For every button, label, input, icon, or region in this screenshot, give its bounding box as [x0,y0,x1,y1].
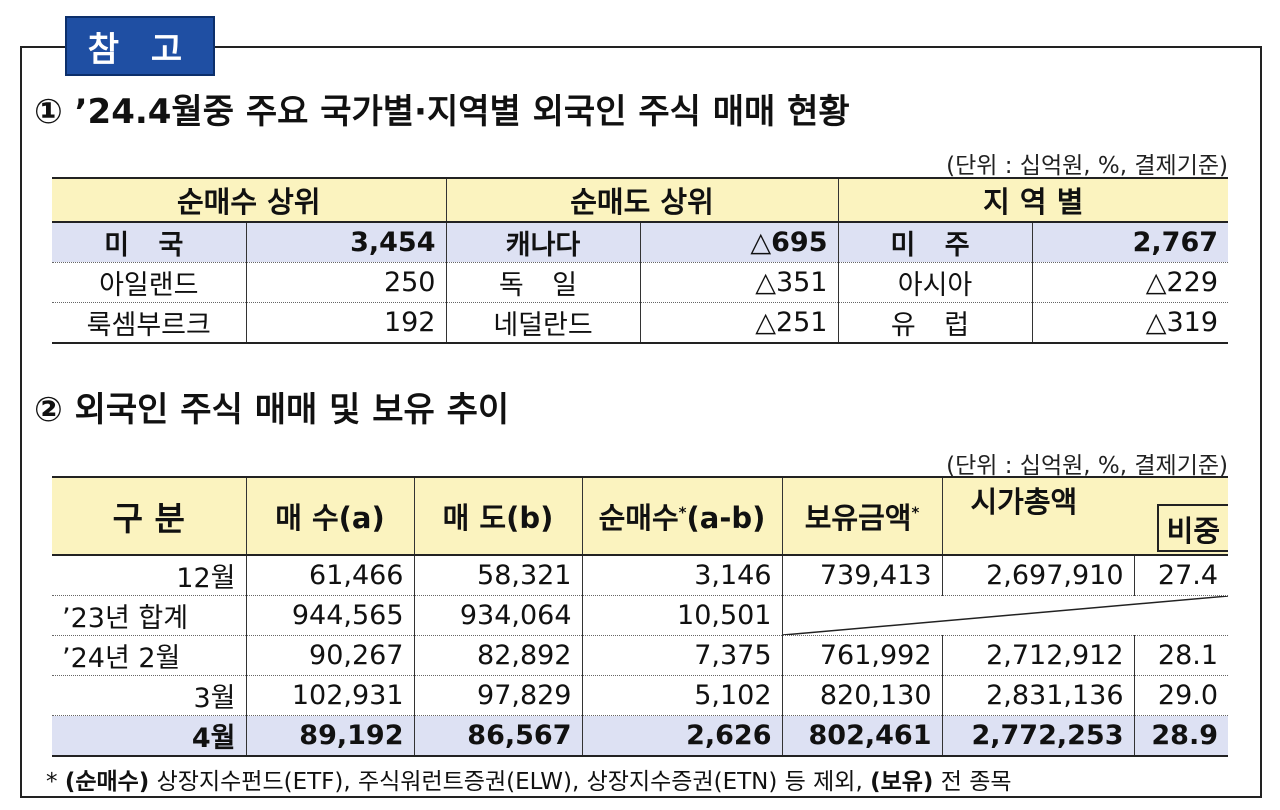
ratio-cell: 27.4 [1133,554,1229,596]
region-value: △319 [1031,302,1229,344]
buy-cell: 90,267 [245,635,415,676]
footnote-holding-label: (보유) [870,769,934,795]
holding-cell: 739,413 [781,554,943,596]
row-label: ’23년 합계 [52,595,247,636]
header-net-buy: 순매수*(a-b) [581,476,783,556]
table-header-row: 구 분 매 수(a) 매 도(b) 순매수*(a-b) 보유금액* 시가총액 비… [52,476,1229,556]
buy-value: 3,454 [245,221,447,263]
reference-tag: 참 고 [65,16,215,76]
market-cap-cell: 2,772,253 [941,715,1135,757]
sell-cell: 58,321 [413,554,583,596]
table-header-row: 순매수 상위 순매도 상위 지 역 별 [52,177,1229,223]
buy-cell: 89,192 [245,715,415,757]
holding-cell: 761,992 [781,635,943,676]
buy-value: 250 [245,262,447,303]
header-category: 구 분 [52,476,247,556]
footnote-net-buy-label: (순매수) [64,769,150,795]
sell-country: 독 일 [445,262,641,303]
footnote-star: * [46,769,65,795]
row-label: 4월 [52,715,247,757]
not-applicable-cell [781,595,1229,636]
market-cap-cell: 2,697,910 [941,554,1135,596]
table-row: ’23년 합계 944,565 934,064 10,501 [52,595,1229,636]
region-name: 미 주 [837,221,1033,263]
row-label: ’24년 2월 [52,635,247,676]
table-row: 미 국 3,454 캐나다 △695 미 주 2,767 [52,221,1229,263]
report-frame [20,46,1262,798]
sell-value: △251 [639,302,839,344]
trade-holding-table: 구 분 매 수(a) 매 도(b) 순매수*(a-b) 보유금액* 시가총액 비… [52,476,1229,757]
row-label: 12월 [52,554,247,596]
sell-value: △695 [639,221,839,263]
region-name: 아시아 [837,262,1033,303]
table-row: 3월 102,931 97,829 5,102 820,130 2,831,13… [52,675,1229,716]
buy-country: 미 국 [52,221,247,263]
header-net-buy-prefix: 순매수 [598,501,679,535]
header-sell: 매 도(b) [413,476,583,556]
buy-value: 192 [245,302,447,344]
country-region-table: 순매수 상위 순매도 상위 지 역 별 미 국 3,454 캐나다 △695 미… [52,177,1229,344]
header-ratio: 비중 [1156,504,1229,552]
region-value: △229 [1031,262,1229,303]
header-market-cap-group: 시가총액 비중 [941,476,1229,556]
table-row: 룩셈부르크 192 네덜란드 △251 유 럽 △319 [52,302,1229,344]
header-holding-label: 보유금액 [804,501,912,535]
sell-cell: 934,064 [413,595,583,636]
buy-country: 룩셈부르크 [52,302,247,344]
section1-title: ① ’24.4월중 주요 국가별·지역별 외국인 주식 매매 현황 [34,92,850,132]
sell-country: 캐나다 [445,221,641,263]
row-label: 3월 [52,675,247,716]
sell-cell: 97,829 [413,675,583,716]
header-net-buy-top: 순매수 상위 [52,177,447,223]
net-cell: 5,102 [581,675,783,716]
table-row: 4월 89,192 86,567 2,626 802,461 2,772,253… [52,715,1229,757]
sell-cell: 86,567 [413,715,583,757]
sell-country: 네덜란드 [445,302,641,344]
footnote-text-1: 상장지수펀드(ETF), 주식워런트증권(ELW), 상장지수증권(ETN) 등… [149,769,871,795]
region-value: 2,767 [1031,221,1229,263]
header-holding-mark: * [911,503,920,522]
market-cap-cell: 2,831,136 [941,675,1135,716]
holding-cell: 820,130 [781,675,943,716]
sell-value: △351 [639,262,839,303]
footnote: * (순매수) 상장지수펀드(ETF), 주식워런트증권(ELW), 상장지수증… [46,762,1012,796]
sell-cell: 82,892 [413,635,583,676]
ratio-cell: 28.9 [1133,715,1229,757]
table-row: 12월 61,466 58,321 3,146 739,413 2,697,91… [52,554,1229,596]
buy-cell: 944,565 [245,595,415,636]
header-net-buy-mark: * [678,503,687,522]
ratio-cell: 29.0 [1133,675,1229,716]
header-buy: 매 수(a) [245,476,415,556]
footnote-text-2: 전 종목 [933,769,1012,795]
header-net-buy-suffix: (a-b) [686,501,766,535]
buy-cell: 102,931 [245,675,415,716]
market-cap-cell: 2,712,912 [941,635,1135,676]
table-row: 아일랜드 250 독 일 △351 아시아 △229 [52,262,1229,303]
net-cell: 2,626 [581,715,783,757]
ratio-cell: 28.1 [1133,635,1229,676]
section2-unit: (단위 : 십억원, %, 결제기준) [946,453,1228,479]
section1-unit: (단위 : 십억원, %, 결제기준) [946,153,1228,179]
table-row: ’24년 2월 90,267 82,892 7,375 761,992 2,71… [52,635,1229,676]
header-by-region: 지 역 별 [837,177,1229,223]
header-market-cap: 시가총액 [970,485,1078,519]
holding-cell: 802,461 [781,715,943,757]
section2-title: ② 외국인 주식 매매 및 보유 추이 [34,390,510,430]
net-cell: 10,501 [581,595,783,636]
buy-country: 아일랜드 [52,262,247,303]
net-cell: 3,146 [581,554,783,596]
header-holding: 보유금액* [781,476,943,556]
region-name: 유 럽 [837,302,1033,344]
header-net-sell-top: 순매도 상위 [445,177,839,223]
diagonal-line-icon [783,596,1229,635]
net-cell: 7,375 [581,635,783,676]
buy-cell: 61,466 [245,554,415,596]
